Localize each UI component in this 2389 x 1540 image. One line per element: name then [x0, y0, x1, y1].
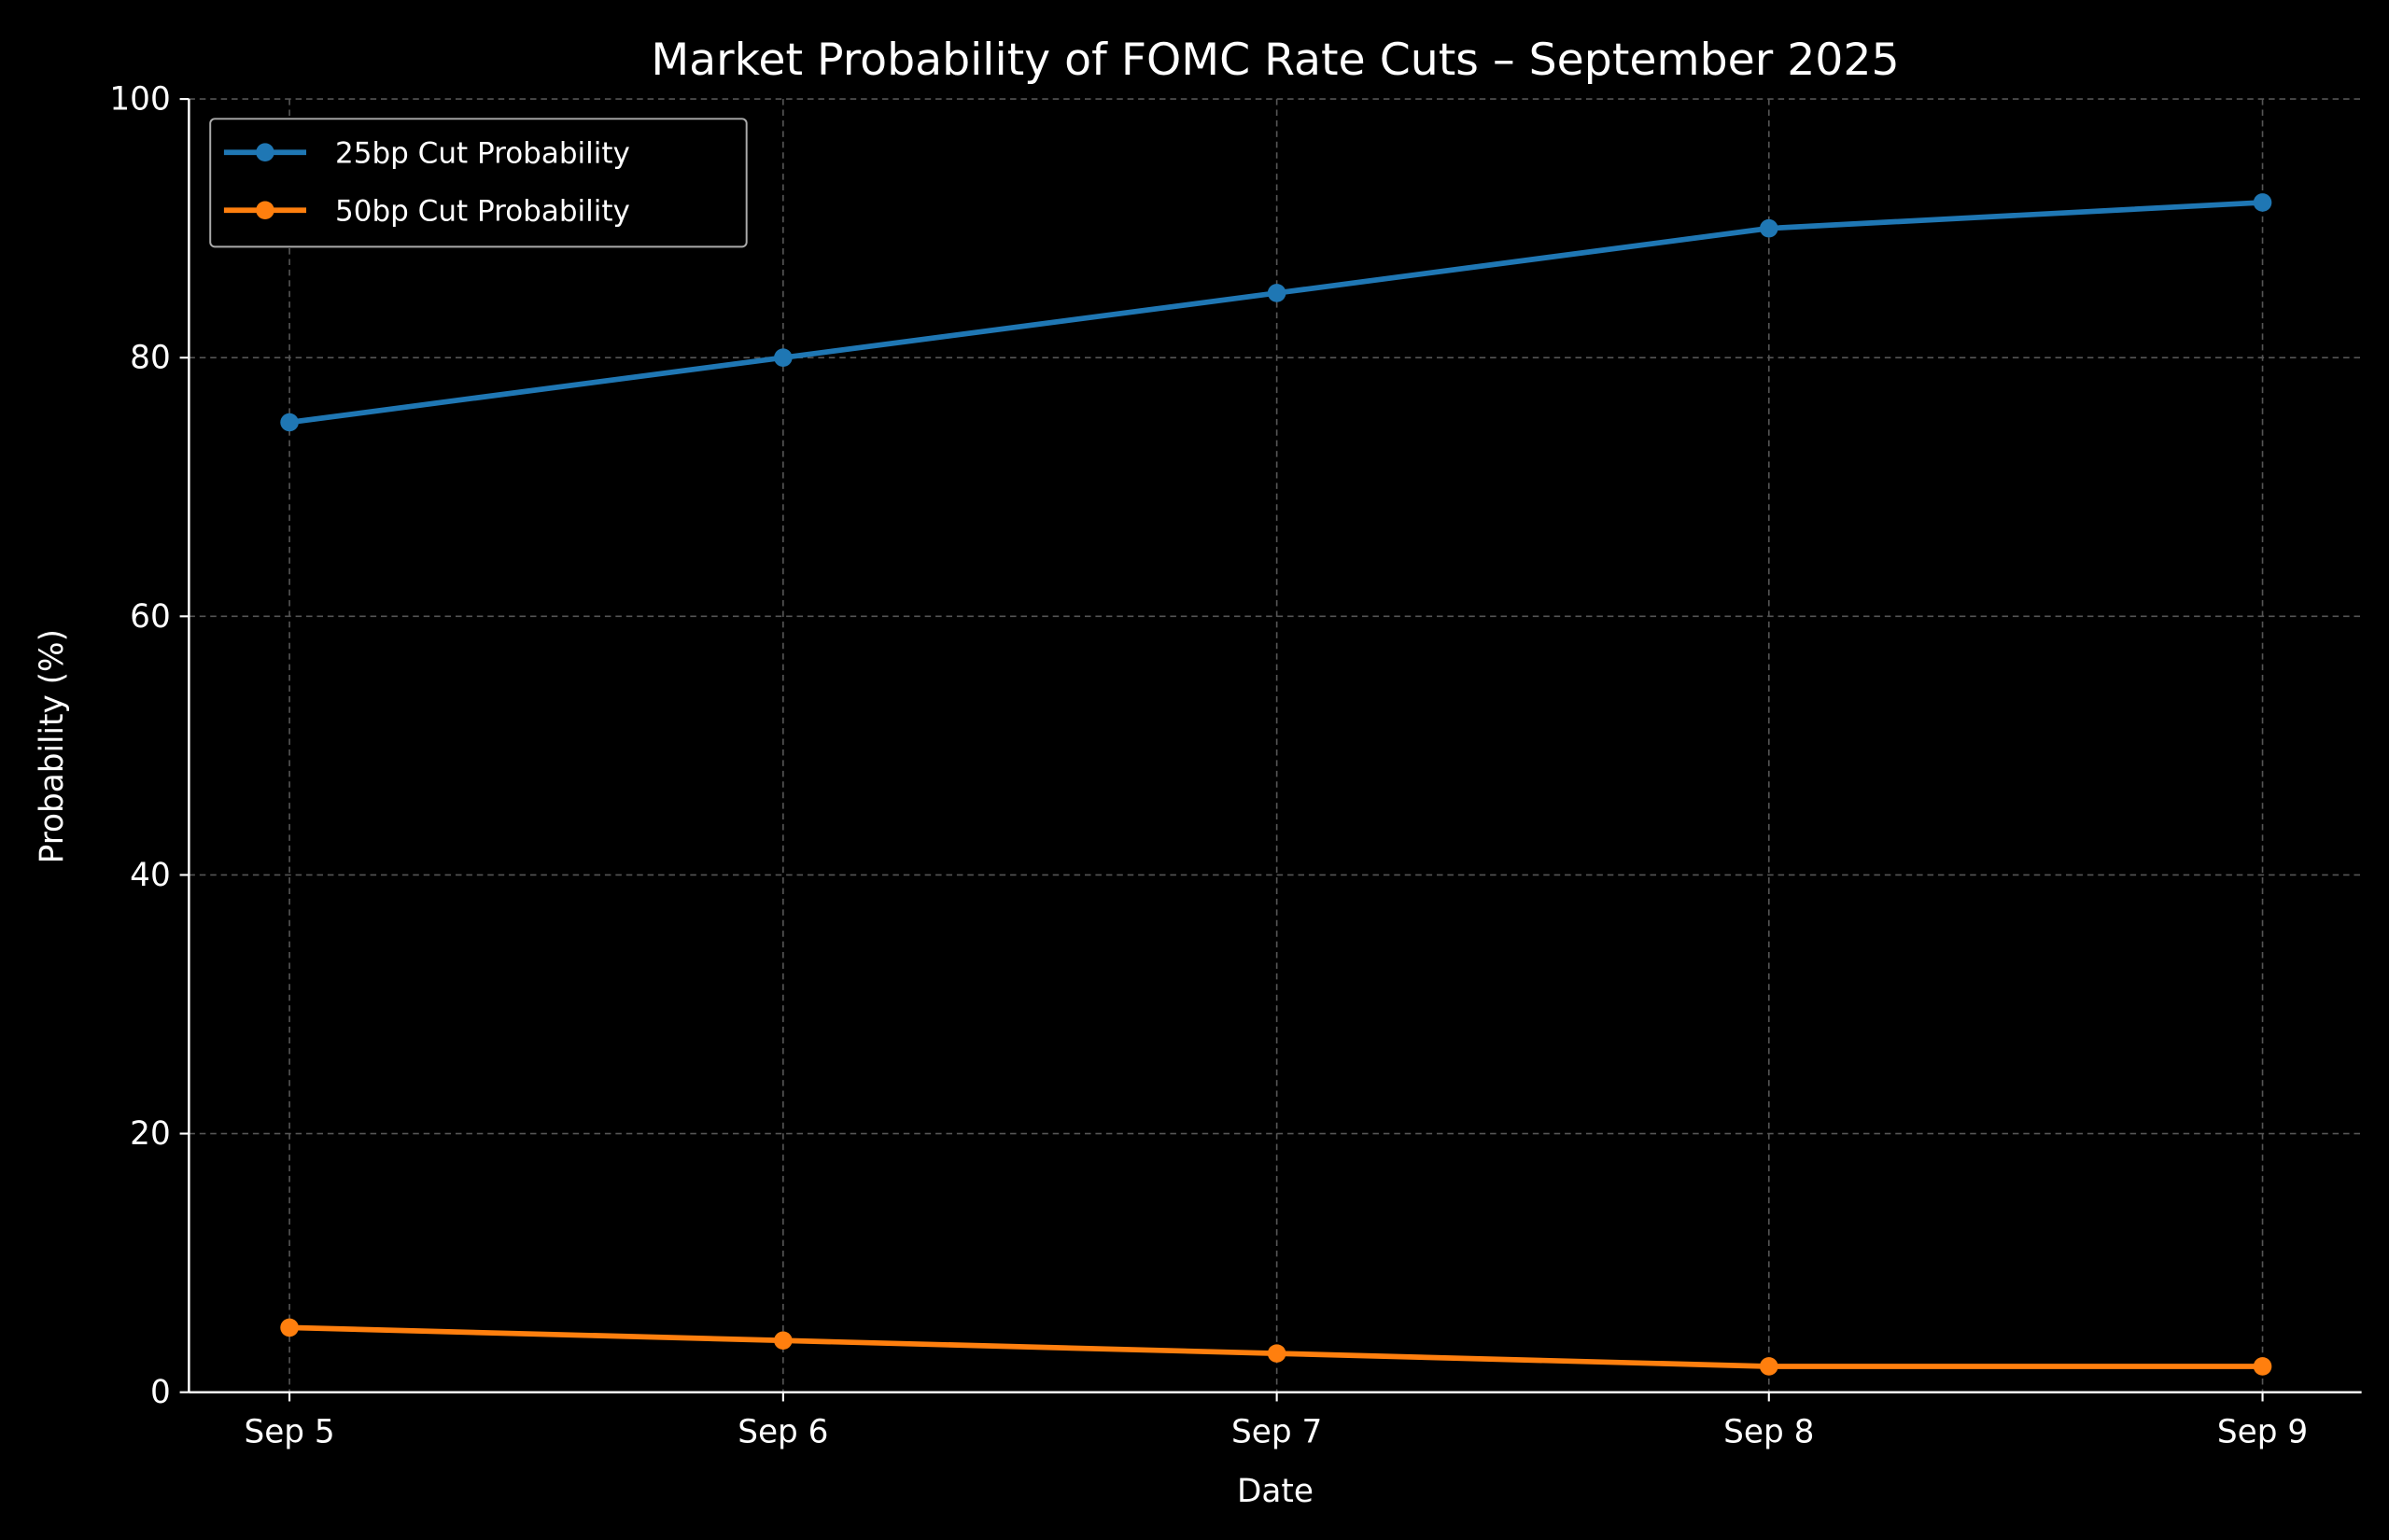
x-tick-label: Sep 6: [738, 1414, 828, 1451]
data-point: [1267, 1344, 1286, 1363]
y-tick-label: 0: [150, 1374, 171, 1411]
x-tick-label: Sep 7: [1231, 1414, 1322, 1451]
legend: 25bp Cut Probability 50bp Cut Probability: [209, 118, 748, 248]
data-point: [1759, 218, 1778, 238]
legend-marker: [256, 201, 274, 220]
legend-marker: [256, 143, 274, 162]
data-point: [1267, 284, 1286, 302]
chart-title: Market Probability of FOMC Rate Cuts – S…: [651, 35, 1899, 86]
data-point: [2253, 1357, 2272, 1376]
y-tick-label: 100: [109, 81, 170, 119]
y-tick-label: 20: [130, 1115, 171, 1153]
data-point: [1759, 1357, 1778, 1376]
data-point: [774, 348, 793, 368]
data-point: [774, 1331, 793, 1351]
x-tick-label: Sep 5: [244, 1414, 334, 1451]
legend-label: 50bp Cut Probability: [335, 195, 630, 229]
y-axis-label: Probability (%): [34, 629, 71, 863]
y-tick-label: 40: [130, 857, 171, 894]
x-tick-label: Sep 9: [2217, 1414, 2308, 1451]
series-group: [280, 193, 2272, 1376]
data-point: [280, 413, 299, 432]
y-tick-label: 60: [130, 598, 171, 636]
axes: Sep 5 Sep 6 Sep 7 Sep 8 Sep 9 0 20 40 60 80 100: [109, 81, 2362, 1451]
x-axis-label: Date: [1237, 1473, 1314, 1510]
legend-box: [209, 118, 748, 248]
gridlines: [189, 98, 2362, 1393]
legend-label: 25bp Cut Probability: [335, 137, 630, 171]
x-tick-label: Sep 8: [1723, 1414, 1814, 1451]
data-point: [280, 1318, 299, 1337]
y-tick-label: 80: [130, 340, 171, 377]
data-point: [2253, 193, 2272, 212]
